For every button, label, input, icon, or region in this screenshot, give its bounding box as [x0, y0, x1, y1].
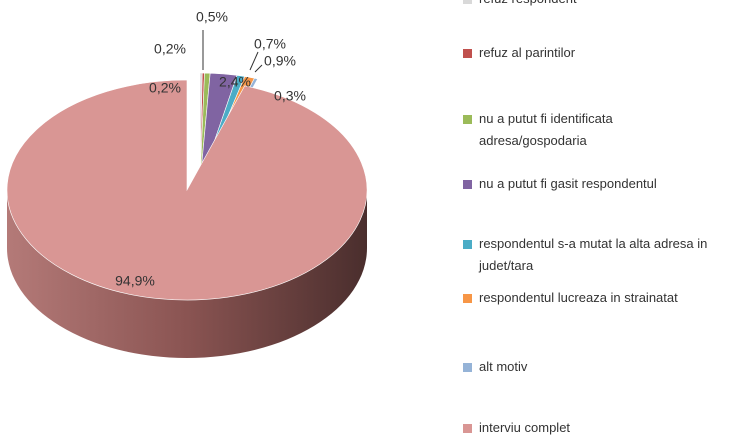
- legend-swatch: [463, 115, 472, 124]
- legend-label: refuz respondent: [479, 0, 577, 10]
- legend-item: refuz al parintilor: [463, 42, 575, 64]
- legend-label: respondentul s-a mutat la alta adresa in…: [479, 236, 708, 273]
- pie-side: [7, 190, 367, 358]
- data-label: 94,9%: [115, 273, 155, 289]
- leader-line: [254, 64, 263, 73]
- legend-swatch: [463, 424, 472, 433]
- legend-item: nu a putut fi identificata adresa/gospod…: [463, 108, 669, 152]
- legend-swatch: [463, 294, 472, 303]
- legend-label: respondentul lucreaza in strainatat: [479, 290, 678, 305]
- pie-slice: [6, 79, 368, 301]
- data-label: 0,5%: [196, 9, 228, 25]
- data-label: 0,7%: [254, 36, 286, 52]
- legend-swatch: [463, 180, 472, 189]
- legend-swatch: [463, 0, 472, 4]
- legend-label: nu a putut fi gasit respondentul: [479, 176, 657, 191]
- legend-swatch: [463, 49, 472, 58]
- legend-swatch: [463, 363, 472, 372]
- legend-item: interviu complet: [463, 417, 570, 439]
- legend-swatch: [463, 240, 472, 249]
- legend-label: interviu complet: [479, 420, 571, 435]
- data-label: 0,9%: [264, 53, 296, 69]
- legend-item: respondentul s-a mutat la alta adresa in…: [463, 233, 709, 277]
- legend-item: nu a putut fi gasit respondentul: [463, 173, 657, 195]
- leader-line: [249, 51, 259, 71]
- legend-label: refuz al parintilor: [479, 45, 576, 60]
- legend-item: respondentul lucreaza in strainatat: [463, 287, 678, 309]
- data-label: 0,2%: [149, 80, 181, 96]
- legend-label: nu a putut fi identificata adresa/gospod…: [479, 111, 613, 148]
- legend-item: refuz respondent: [463, 0, 577, 10]
- data-label: 0,3%: [274, 88, 306, 104]
- data-label: 2,4%: [219, 74, 251, 90]
- legend-item: alt motiv: [463, 356, 527, 378]
- legend-label: alt motiv: [479, 359, 528, 374]
- data-label: 0,2%: [154, 41, 186, 57]
- pie-area: 0,2% 0,2% 0,5% 2,4% 0,7%0,9% 0,3% 94,9%: [6, 9, 368, 358]
